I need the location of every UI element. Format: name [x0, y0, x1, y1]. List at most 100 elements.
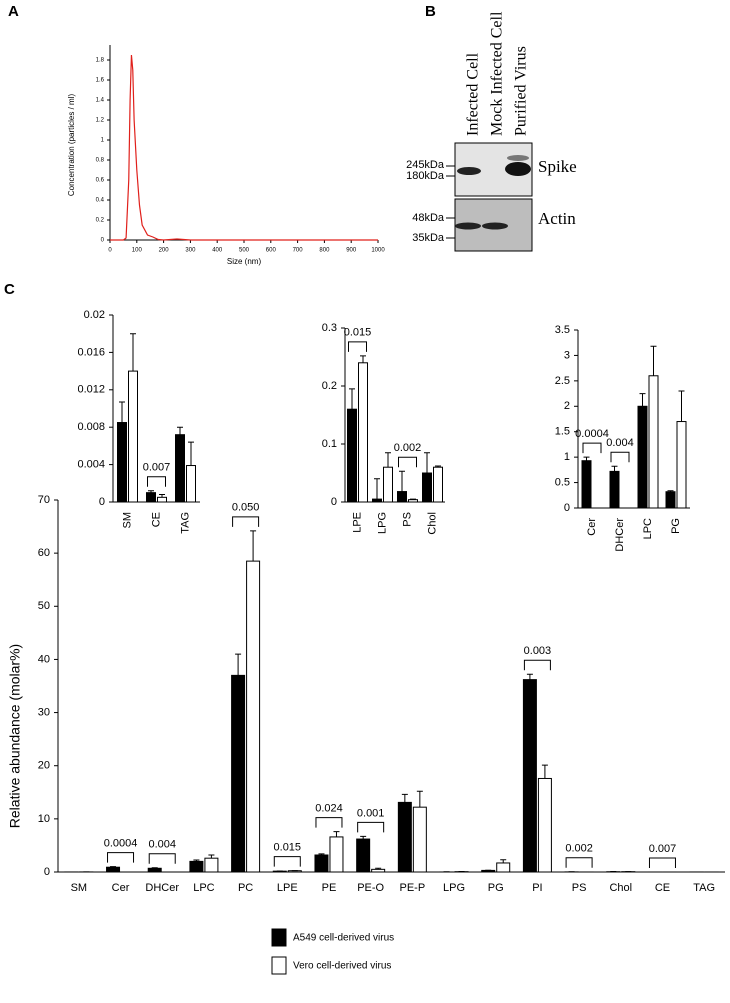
x-tick-label: 300 [185, 248, 196, 254]
y-tick-label: 40 [38, 653, 50, 665]
bar [397, 491, 407, 503]
significance-bracket [148, 853, 176, 864]
y-tick-label: 30 [38, 706, 50, 718]
y-tick-label: 3 [564, 349, 570, 361]
x-tick-label: PG [488, 882, 504, 894]
marker-label: 245kDa [406, 159, 445, 171]
bar [383, 466, 393, 503]
y-tick-label: 1.2 [96, 118, 105, 124]
error-bar [639, 393, 646, 407]
error-bar [678, 390, 685, 422]
p-value: 0.0004 [104, 838, 138, 850]
y-tick-label: 0.2 [96, 218, 105, 224]
bar [204, 857, 219, 873]
y-tick-label: 50 [38, 600, 50, 612]
y-tick-label: 0 [44, 866, 50, 878]
error-bar [650, 345, 657, 376]
error-bar [148, 490, 154, 493]
bar [496, 862, 511, 873]
x-tick-label: TAG [693, 882, 715, 894]
y-axis-label: Relative abundance (molar%) [7, 644, 23, 828]
y-tick-label: 1.6 [96, 78, 105, 84]
error-bar [188, 441, 194, 466]
p-value: 0.002 [565, 843, 593, 855]
y-tick-label: 1.4 [96, 98, 105, 104]
bar [522, 679, 537, 873]
x-tick-label: LPC [642, 518, 654, 539]
y-tick-label: 0.4 [96, 198, 105, 204]
p-value: 0.001 [357, 807, 385, 819]
p-value: 0.004 [148, 839, 176, 851]
legend-label: Vero cell-derived virus [293, 961, 391, 972]
error-bar [435, 465, 441, 468]
protein-label: Actin [538, 209, 576, 228]
error-bar [208, 854, 215, 859]
x-tick-label: PE [322, 882, 337, 894]
panel-label: B [425, 3, 436, 20]
error-bar [583, 456, 590, 461]
y-tick-label: 0.004 [77, 459, 105, 471]
y-tick-label: 0.5 [555, 476, 570, 488]
p-value: 0.0004 [575, 428, 609, 440]
y-tick-label: 1.8 [96, 58, 105, 64]
y-tick-label: 10 [38, 813, 50, 825]
x-tick-label: Chol [426, 512, 438, 535]
bar [637, 405, 648, 509]
lane-label: Mock Infected Cell [489, 11, 506, 136]
x-tick-label: TAG [179, 512, 191, 534]
p-value: 0.024 [315, 803, 343, 815]
p-value: 0.004 [606, 437, 634, 449]
error-bar [177, 426, 183, 435]
error-bar [424, 452, 430, 473]
bar [175, 434, 185, 503]
error-bar [235, 653, 242, 676]
x-tick-label: LPC [193, 882, 214, 894]
bar [648, 375, 659, 509]
error-bar [360, 835, 367, 840]
error-bar [416, 790, 423, 808]
bar [147, 867, 162, 873]
x-tick-label: 400 [212, 248, 223, 254]
x-tick-label: 600 [266, 248, 277, 254]
error-bar [119, 401, 125, 423]
significance-bracket [357, 821, 385, 833]
x-tick-label: PC [238, 882, 253, 894]
error-bar [401, 793, 408, 803]
x-tick-label: Cer [112, 882, 130, 894]
x-tick-label: 1000 [371, 248, 385, 254]
bar [189, 860, 204, 873]
error-bar [349, 388, 355, 410]
y-tick-label: 0 [331, 496, 337, 508]
error-bar [500, 859, 507, 863]
error-bar [333, 831, 340, 837]
x-tick-label: 500 [239, 248, 250, 254]
x-tick-label: CE [655, 882, 670, 894]
significance-bracket [107, 852, 135, 863]
x-tick-label: LPG [443, 882, 465, 894]
x-tick-label: Cer [586, 518, 598, 536]
x-tick-label: LPG [376, 512, 388, 534]
bar [408, 499, 418, 503]
x-tick-label: PE-O [357, 882, 384, 894]
legend-swatch [271, 928, 287, 947]
y-tick-label: 0.02 [84, 309, 105, 321]
error-bar [130, 333, 136, 372]
bar [106, 866, 121, 873]
x-tick-label: 900 [346, 248, 357, 254]
y-tick-label: 0 [99, 496, 105, 508]
y-axis-label: Concentration (particles / ml) [67, 94, 76, 197]
p-value: 0.015 [274, 842, 302, 854]
bar [231, 674, 246, 873]
bar [676, 421, 687, 509]
p-value: 0.007 [649, 843, 677, 855]
y-tick-label: 0.012 [77, 384, 105, 396]
error-bar [250, 530, 257, 562]
error-bar [318, 853, 325, 855]
y-tick-label: 1.5 [555, 426, 570, 438]
significance-bracket [648, 857, 676, 868]
x-tick-label: 700 [293, 248, 304, 254]
y-tick-label: 3.5 [555, 324, 570, 336]
x-tick-label: 0 [108, 248, 112, 254]
y-tick-label: 0.016 [77, 346, 105, 358]
